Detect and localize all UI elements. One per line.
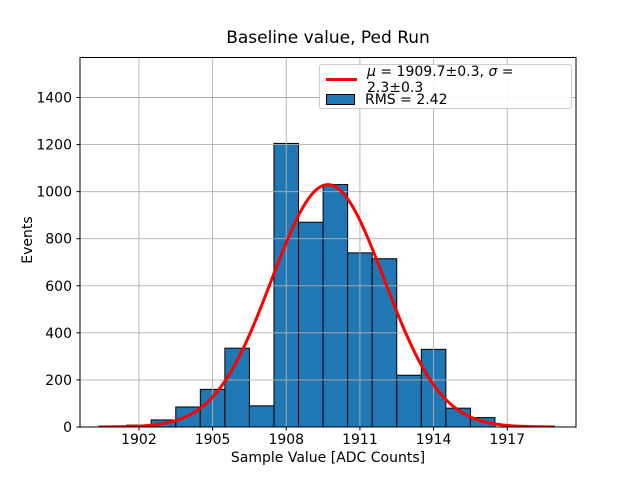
- histogram-bar: [298, 221, 324, 427]
- y-tick-label: 400: [45, 326, 72, 342]
- x-tick-label: 1905: [195, 432, 231, 448]
- y-axis-label: Events: [20, 216, 36, 264]
- legend: μ = 1909.7±0.3, σ = 2.3±0.3 RMS = 2.42: [319, 64, 572, 109]
- legend-fit-label-symbol: σ: [488, 63, 498, 80]
- y-tick-label: 0: [63, 420, 72, 436]
- histogram-bar: [396, 374, 422, 427]
- histogram-bar: [248, 405, 275, 427]
- histogram-bars: [101, 142, 496, 427]
- axes-frame-group: 1902 1905 1908 1911 1914 1917 0 200 400 600 800 100…: [36, 57, 577, 448]
- fit-curve: [98, 183, 556, 427]
- legend-fit-label: μ = 1909.7±0.3, σ = 2.3±0.3: [367, 64, 563, 96]
- x-tick-label: 1908: [268, 432, 304, 448]
- y-tick-label: 800: [45, 232, 72, 248]
- fit-curve-group: [98, 183, 556, 427]
- histogram-bar: [322, 184, 349, 427]
- legend-hist-swatch: [326, 94, 355, 105]
- legend-row-hist: RMS = 2.42: [326, 90, 563, 109]
- x-tick-label: 1902: [121, 432, 157, 448]
- legend-fit-label-symbol: μ: [367, 63, 376, 80]
- y-tick-label: 1400: [36, 91, 72, 107]
- y-tick-label: 200: [45, 373, 72, 389]
- x-tick-label: 1914: [416, 432, 452, 448]
- legend-fit-label-text: = 1909.7±0.3,: [375, 63, 489, 80]
- legend-rms-label: RMS = 2.42: [365, 91, 448, 108]
- x-axis-label: Sample Value [ADC Counts]: [230, 450, 426, 466]
- x-tick-label: 1911: [342, 432, 378, 448]
- legend-row-fit: μ = 1909.7±0.3, σ = 2.3±0.3: [326, 64, 563, 96]
- legend-fit-line-swatch: [326, 78, 357, 81]
- y-tick-label: 600: [45, 279, 72, 295]
- legend-fit-label-text: = 2.3±0.3: [367, 63, 514, 96]
- x-tick-label: 1917: [489, 432, 525, 448]
- chart-title: Baseline value, Ped Run: [226, 28, 430, 48]
- histogram-bar: [371, 258, 398, 427]
- y-tick-label: 1000: [36, 185, 72, 201]
- y-tick-label: 1200: [36, 138, 72, 154]
- axes-frame: [79, 57, 577, 428]
